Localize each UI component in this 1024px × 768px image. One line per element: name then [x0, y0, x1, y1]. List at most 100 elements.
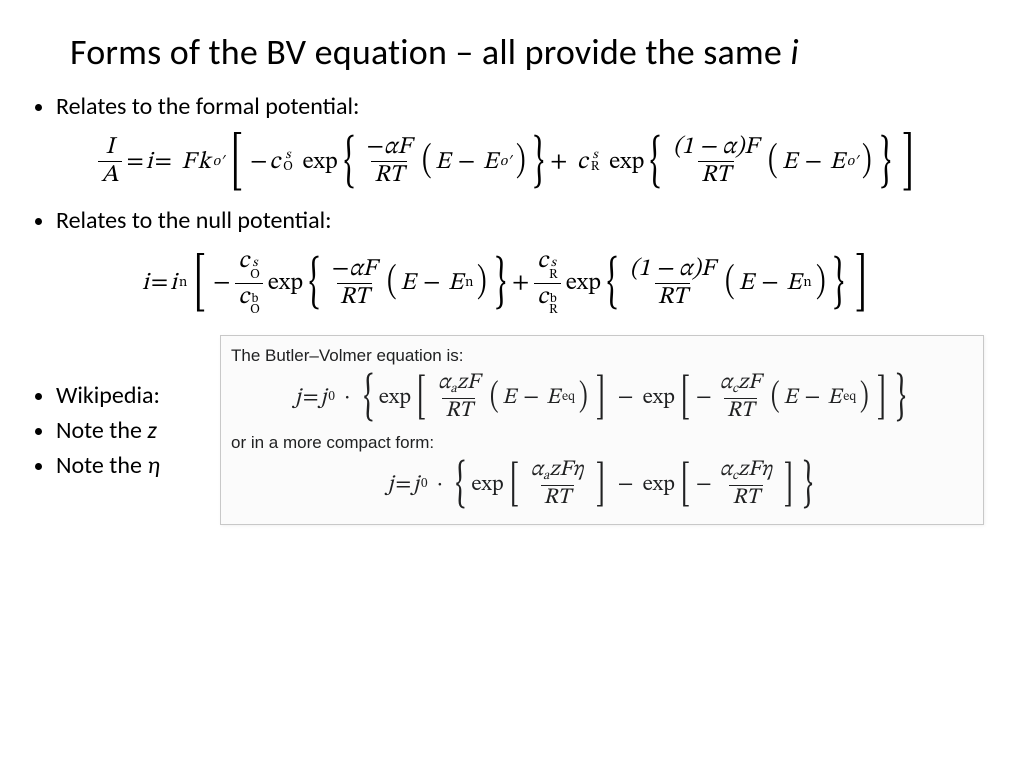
- wiki-equation-compact: j = j0 · { exp [ αazFηRT ] − exp [ − αcz…: [388, 459, 817, 510]
- eq2-in: i: [170, 268, 177, 298]
- w1-j: j: [295, 384, 301, 412]
- eq2-alpha: α: [349, 257, 362, 281]
- eq1-E2: E: [782, 147, 797, 177]
- w2-exp2: exp: [643, 471, 675, 499]
- eq2-exp1: exp: [268, 268, 303, 298]
- w2-ac: α: [720, 459, 732, 481]
- w1-exp2: exp: [643, 384, 675, 412]
- wiki-line1: The Butler–Volmer equation is:: [231, 346, 973, 366]
- equation-null-potential: i = in [ − csO cbO exp { −αFRT (E − En) …: [30, 249, 984, 317]
- equation-formal-potential: IA = i = Fko′ [ −csO exp { −αFRT (E − Eo…: [30, 135, 984, 188]
- eq2-E2: E: [739, 268, 754, 298]
- w1-E1: E: [502, 384, 516, 412]
- title-italic-i: i: [790, 30, 798, 74]
- note-z-ital: z: [147, 416, 156, 445]
- w2-dot: ·: [437, 471, 443, 499]
- eq1-1ma: (1 − α): [673, 135, 744, 159]
- eq2-cRs-R: R: [549, 270, 558, 282]
- bullet-list-side: Wikipedia: Note the z Note the η: [30, 381, 220, 480]
- eq2-exp2: exp: [566, 268, 601, 298]
- eq2-RT2: RT: [655, 283, 691, 310]
- w1-E2: E: [784, 384, 798, 412]
- eq2-in-sub: n: [179, 274, 187, 292]
- w1-F1: F: [467, 372, 480, 394]
- wiki-equation-full: j = j0 · { exp [ αazFRT (E − Eeq) ] − ex…: [295, 372, 909, 423]
- eq2-RT1: RT: [337, 283, 373, 310]
- w1-RT1: RT: [442, 398, 475, 423]
- wikipedia-box: The Butler–Volmer equation is: j = j0 · …: [220, 335, 984, 525]
- w2-aa: α: [531, 459, 543, 481]
- w2-minus: −: [618, 471, 634, 499]
- bullet-list-null: Relates to the null potential:: [30, 206, 984, 235]
- note-eta-ital: η: [147, 451, 160, 480]
- note-z-prefix: Note the: [56, 416, 147, 445]
- w2-RT2: RT: [729, 485, 762, 510]
- eq2-minus-frac: −: [332, 257, 349, 281]
- eq1-RT1: RT: [371, 161, 407, 188]
- eq1-Eo1-sup: o′: [500, 153, 512, 171]
- eq1-cR-s: s: [591, 150, 600, 162]
- eq2-cRs-c: c: [537, 249, 548, 273]
- w2-j0-sub: 0: [421, 477, 428, 493]
- w2-j0: j: [413, 471, 419, 499]
- eq1-alpha1: α: [384, 135, 397, 159]
- eq2-1ma: (1 − α): [630, 257, 701, 281]
- w1-j0-sub: 0: [328, 390, 335, 406]
- w1-aa: α: [438, 372, 450, 394]
- eq2-minus1: −: [213, 268, 230, 298]
- bullet-list-top: Relates to the formal potential:: [30, 92, 984, 121]
- w2-minus2: −: [696, 471, 712, 499]
- eq1-plus: +: [550, 147, 567, 177]
- eq1-equals2: =: [155, 147, 172, 177]
- page-title: Forms of the BV equation – all provide t…: [70, 30, 984, 74]
- w1-Eeq1: E: [546, 384, 560, 412]
- w2-eta1: η: [572, 459, 583, 481]
- eq2-cOs-c: c: [238, 249, 249, 273]
- w2-F2: F: [748, 459, 761, 481]
- eq2-cOs-O: O: [250, 270, 260, 282]
- w2-eq: =: [395, 471, 411, 499]
- w1-F2: F: [748, 372, 761, 394]
- w2-j: j: [388, 471, 394, 499]
- w1-ac: α: [720, 372, 732, 394]
- eq1-F2: F: [744, 135, 758, 159]
- bullet-note-eta: Note the η: [56, 451, 220, 480]
- w1-dot: ·: [344, 384, 350, 412]
- eq1-k: k: [198, 147, 211, 177]
- slide: Forms of the BV equation – all provide t…: [0, 0, 1024, 768]
- w1-Eeq1-sub: eq: [562, 390, 575, 406]
- w1-j0: j: [321, 384, 327, 412]
- eq1-cR: c: [577, 147, 588, 177]
- eq2-i: i: [142, 268, 149, 298]
- eq2-cOb-c: c: [238, 285, 249, 309]
- wiki-line2: or in a more compact form:: [231, 433, 973, 453]
- bullet-formal: Relates to the formal potential:: [56, 92, 984, 121]
- eq1-E1: E: [435, 147, 450, 177]
- w1-z2: z: [738, 372, 748, 394]
- eq2-E1: E: [401, 268, 416, 298]
- eq1-minus-in-frac: −: [367, 135, 384, 159]
- w1-z1: z: [457, 372, 467, 394]
- eq1-F: F: [182, 147, 196, 177]
- eq2-cRb-R: R: [549, 305, 558, 317]
- eq1-minus1: −: [250, 147, 267, 177]
- w2-z1: z: [549, 459, 559, 481]
- eq1-I: I: [103, 135, 118, 161]
- eq1-cO-s: s: [283, 150, 293, 162]
- eq1-Eo2-sup: o′: [847, 153, 859, 171]
- w2-eta2: η: [761, 459, 772, 481]
- w1-eq: =: [303, 384, 319, 412]
- eq2-eq: =: [151, 268, 168, 298]
- w2-F1: F: [559, 459, 572, 481]
- eq2-cOb-O: O: [250, 305, 260, 317]
- w1-RT2: RT: [724, 398, 757, 423]
- eq2-En1: E: [448, 268, 463, 298]
- title-text: Forms of the BV equation – all provide t…: [70, 30, 790, 74]
- w1-Eeq2-sub: eq: [843, 390, 856, 406]
- eq1-equals1: =: [127, 147, 144, 177]
- w1-exp1: exp: [379, 384, 411, 412]
- eq1-cO: c: [269, 147, 280, 177]
- eq1-i: i: [146, 147, 153, 177]
- w1-minus2: −: [696, 384, 712, 412]
- w2-z2: z: [738, 459, 748, 481]
